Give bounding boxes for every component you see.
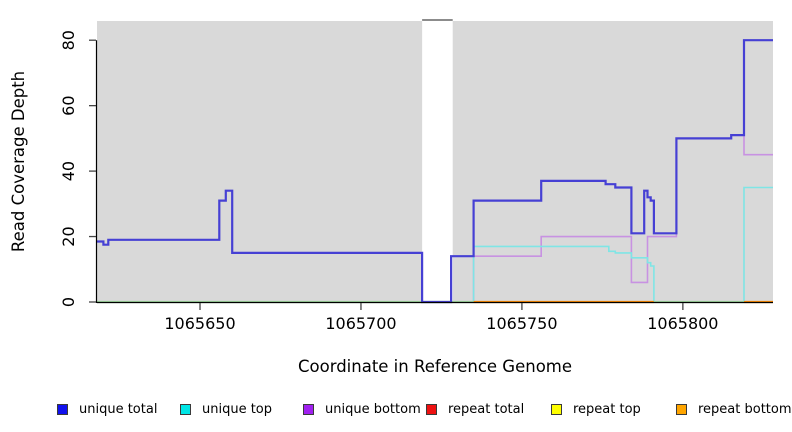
- y-tick-label: 40: [59, 161, 78, 181]
- legend-item-unique-top: unique top: [180, 399, 272, 419]
- chart-legend: unique total unique top unique bottom repea…: [0, 399, 792, 421]
- legend-swatch-icon: [57, 403, 68, 415]
- no-data-gap-band: [422, 19, 453, 302]
- legend-swatch-icon: [303, 403, 314, 415]
- legend-item-unique-total: unique total: [57, 399, 157, 419]
- legend-swatch-icon: [426, 403, 437, 415]
- legend-label: unique bottom: [325, 401, 421, 417]
- y-tick-label: 20: [59, 226, 78, 246]
- legend-swatch-icon: [180, 403, 191, 415]
- legend-swatch-icon: [551, 403, 562, 415]
- legend-item-repeat-total: repeat total: [426, 399, 524, 419]
- y-tick-label: 80: [59, 30, 78, 50]
- legend-label: repeat total: [448, 401, 525, 417]
- legend-label: unique total: [79, 401, 158, 417]
- legend-label: repeat top: [573, 401, 641, 417]
- x-tick-label: 1065800: [647, 314, 718, 333]
- legend-label: repeat bottom: [698, 401, 792, 417]
- x-axis-title: Coordinate in Reference Genome: [298, 357, 572, 376]
- legend-swatch-icon: [676, 403, 687, 415]
- x-tick-label: 1065650: [164, 314, 235, 333]
- y-axis-title: Read Coverage Depth: [9, 71, 28, 252]
- legend-item-repeat-top: repeat top: [551, 399, 641, 419]
- legend-label: unique top: [202, 401, 273, 417]
- legend-item-unique-bottom: unique bottom: [303, 399, 421, 419]
- x-tick-label: 1065700: [325, 314, 396, 333]
- y-tick-label: 0: [59, 297, 78, 307]
- legend-item-repeat-bottom: repeat bottom: [676, 399, 792, 419]
- x-tick-label: 1065750: [486, 314, 557, 333]
- series-unique-total-line: [97, 39, 773, 304]
- y-tick-label: 60: [59, 95, 78, 115]
